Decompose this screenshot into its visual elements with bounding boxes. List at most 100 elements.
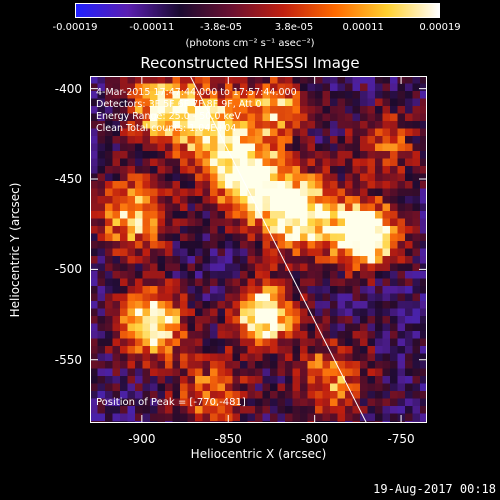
heatmap-cell [225, 128, 233, 137]
heatmap-cell [120, 128, 128, 137]
heatmap-cell [337, 98, 346, 107]
heatmap-cell [150, 226, 158, 234]
heatmap-cell [202, 173, 211, 182]
heatmap-cell [112, 368, 121, 377]
heatmap-cell [397, 136, 406, 144]
heatmap-cell [232, 286, 241, 294]
heatmap-cell [315, 323, 323, 332]
heatmap-cell [315, 128, 323, 137]
heatmap-cell [337, 76, 346, 84]
heatmap-cell [255, 391, 263, 399]
heatmap-cell [195, 278, 203, 287]
heatmap-cell [375, 218, 383, 227]
heatmap-cell [165, 203, 173, 212]
heatmap-cell [135, 316, 143, 324]
heatmap-cell [135, 158, 143, 167]
heatmap-cell [285, 166, 293, 174]
heatmap-cell [240, 368, 248, 377]
heatmap-cell [405, 293, 413, 302]
heatmap-cell [307, 181, 316, 189]
heatmap-cell [382, 391, 391, 399]
heatmap-cell [120, 361, 128, 369]
heatmap-cell [360, 211, 368, 219]
heatmap-cell [180, 316, 188, 324]
heatmap-cell [375, 278, 383, 287]
heatmap-cell [150, 406, 158, 414]
heatmap-cell [187, 256, 196, 264]
heatmap-cell [270, 233, 278, 242]
heatmap-cell [405, 211, 413, 219]
heatmap-cell [240, 241, 248, 249]
heatmap-cell [157, 338, 166, 347]
heatmap-cell [225, 181, 233, 189]
heatmap-cell [255, 181, 263, 189]
heatmap-cell [172, 248, 181, 257]
heatmap-cell [352, 346, 361, 354]
heatmap-cell [390, 383, 398, 392]
heatmap-cell [397, 226, 406, 234]
heatmap-cell [127, 293, 136, 302]
heatmap-cell [382, 398, 391, 407]
heatmap-cell [262, 286, 271, 294]
heatmap-cell [105, 263, 113, 272]
heatmap-cell [120, 368, 128, 377]
heatmap-cell [375, 368, 383, 377]
heatmap-cell [127, 233, 136, 242]
heatmap-cell [105, 286, 113, 294]
x-tick-label: -900 [128, 432, 156, 446]
heatmap-cell [412, 323, 421, 332]
heatmap-cell [315, 173, 323, 182]
heatmap-cell [97, 173, 106, 182]
heatmap-cell [262, 406, 271, 414]
colorbar [75, 3, 440, 18]
heatmap-cell [240, 158, 248, 167]
heatmap-cell [97, 316, 106, 324]
heatmap-cell [405, 151, 413, 159]
heatmap-cell [142, 338, 151, 347]
heatmap-cell [180, 383, 188, 392]
heatmap-cell [360, 263, 368, 272]
heatmap-cell [375, 346, 383, 354]
heatmap-cell [232, 413, 241, 422]
heatmap-cell [112, 113, 121, 122]
heatmap-cell [315, 106, 323, 114]
heatmap-cell [345, 263, 353, 272]
heatmap-cell [397, 203, 406, 212]
heatmap-cell [345, 353, 353, 362]
heatmap-cell [202, 196, 211, 204]
heatmap-cell [202, 91, 211, 99]
heatmap-cell [375, 83, 383, 92]
heatmap-cell [307, 271, 316, 279]
heatmap-cell [135, 241, 143, 249]
heatmap-cell [330, 338, 338, 347]
heatmap-cell [375, 376, 383, 384]
heatmap-cell [105, 211, 113, 219]
heatmap-cell [307, 361, 316, 369]
heatmap-cell [150, 173, 158, 182]
heatmap-cell [285, 188, 293, 197]
heatmap-cell [180, 181, 188, 189]
heatmap-cell [420, 121, 427, 129]
heatmap-cell [240, 263, 248, 272]
heatmap-cell [270, 91, 278, 99]
heatmap-cell [97, 248, 106, 257]
heatmap-cell [277, 106, 286, 114]
heatmap-cell [345, 323, 353, 332]
heatmap-cell [330, 106, 338, 114]
heatmap-cell [397, 361, 406, 369]
heatmap-cell [420, 406, 427, 414]
heatmap-cell [225, 173, 233, 182]
heatmap-cell [360, 226, 368, 234]
heatmap-cell [322, 293, 331, 302]
heatmap-cell [330, 226, 338, 234]
heatmap-cell [255, 263, 263, 272]
heatmap-cell [390, 338, 398, 347]
heatmap-cell [360, 241, 368, 249]
heatmap-cell [367, 316, 376, 324]
heatmap-cell [150, 293, 158, 302]
heatmap-cell [172, 286, 181, 294]
heatmap-cell [315, 301, 323, 309]
heatmap-cell [330, 278, 338, 287]
heatmap-cell [90, 151, 98, 159]
heatmap-cell [360, 76, 368, 84]
